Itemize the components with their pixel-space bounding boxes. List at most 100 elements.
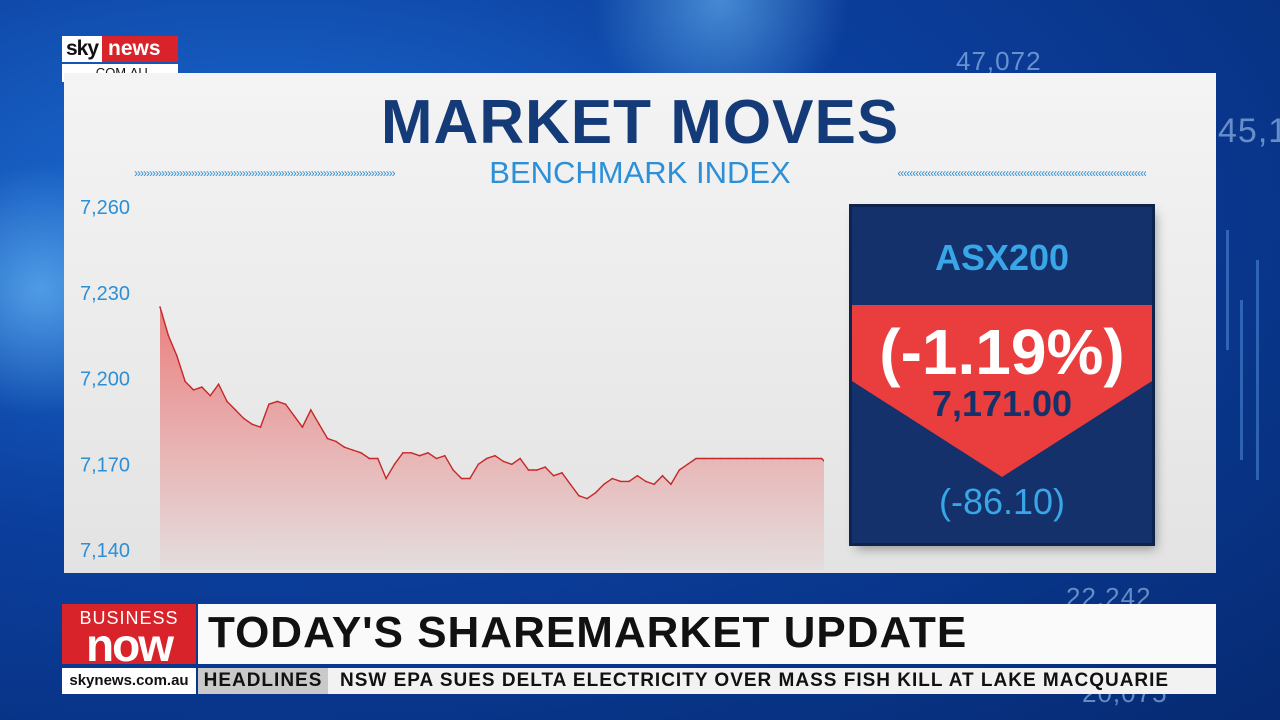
market-moves-panel: MARKET MOVES ›››››››››››››››››››››››››››… — [64, 73, 1216, 573]
data-point — [444, 454, 446, 457]
data-point — [804, 457, 806, 460]
data-point — [502, 460, 505, 463]
y-tick-label: 7,140 — [80, 540, 130, 562]
data-point — [703, 457, 706, 460]
data-point — [318, 423, 320, 425]
data-point — [293, 414, 295, 417]
data-point — [427, 452, 429, 454]
ticker-label: HEADLINES — [198, 668, 328, 694]
asx200-box: ASX200 (-1.19%) 7,171.00 (-86.10) — [852, 207, 1152, 543]
data-point — [586, 497, 588, 500]
data-point — [494, 454, 496, 457]
data-point — [335, 440, 337, 443]
chevron-left-icon: ‹‹‹‹‹‹‹‹‹‹‹‹‹‹‹‹‹‹‹‹‹‹‹‹‹‹‹‹‹‹‹‹‹‹‹‹‹‹‹‹… — [897, 166, 1146, 180]
data-point — [728, 457, 731, 460]
data-point — [209, 394, 212, 397]
data-point — [745, 457, 748, 460]
panel-title: MARKET MOVES — [380, 88, 900, 157]
subtitle-row: ››››››››››››››››››››››››››››››››››››››››… — [134, 155, 1146, 191]
data-point — [661, 474, 664, 477]
data-point — [737, 457, 739, 460]
data-point — [720, 457, 722, 460]
data-point — [678, 469, 681, 471]
data-point — [670, 483, 672, 486]
data-point — [645, 480, 647, 483]
y-tick-label: 7,230 — [80, 283, 130, 305]
data-point — [611, 477, 614, 480]
data-point — [435, 457, 438, 460]
data-point — [686, 463, 689, 466]
ticker-text: NSW EPA SUES DELTA ELECTRICITY OVER MASS… — [340, 670, 1170, 691]
data-point — [393, 463, 396, 466]
data-point — [268, 403, 270, 405]
data-point — [234, 409, 237, 411]
data-point — [167, 334, 170, 337]
data-point — [594, 492, 597, 494]
data-point — [603, 483, 605, 486]
data-point — [385, 477, 387, 480]
chevron-right-icon: ››››››››››››››››››››››››››››››››››››››››… — [134, 166, 396, 180]
data-point — [695, 457, 697, 460]
data-point — [561, 472, 563, 474]
asx-name: ASX200 — [934, 237, 1070, 278]
data-point — [519, 457, 521, 460]
asx-change: (-86.10) — [938, 481, 1066, 522]
data-point — [351, 449, 354, 451]
asx-percent: (-1.19%) — [879, 316, 1125, 388]
data-point — [619, 480, 622, 483]
data-point — [569, 483, 572, 486]
data-point — [251, 423, 253, 425]
data-point — [820, 457, 823, 460]
series-area — [160, 307, 824, 570]
background-number: 47,072 — [956, 46, 1042, 76]
background-bar — [1256, 260, 1259, 480]
data-point — [787, 457, 789, 460]
site-url: skynews.com.au — [62, 668, 196, 694]
data-point — [779, 457, 781, 460]
data-point — [812, 457, 815, 460]
data-point — [159, 306, 161, 308]
index-chart: 7,260 7,230 7,200 7,170 7,140 — [80, 197, 824, 570]
data-point — [176, 354, 178, 357]
data-point — [770, 457, 773, 460]
data-point — [301, 426, 304, 428]
data-point — [259, 426, 262, 428]
data-point — [377, 457, 379, 460]
data-point — [628, 480, 630, 483]
data-point — [753, 457, 756, 460]
data-point — [192, 389, 195, 391]
ticker-bar: HEADLINES NSW EPA SUES DELTA ELECTRICITY… — [198, 668, 1216, 694]
data-point — [276, 400, 279, 403]
asx-value: 7,171.00 — [931, 383, 1073, 424]
data-point — [184, 380, 186, 383]
logo-news: news — [102, 36, 178, 62]
y-tick-label: 7,170 — [80, 454, 130, 476]
data-point — [460, 477, 463, 480]
down-arrow-icon — [852, 305, 1152, 477]
background-bar — [1226, 230, 1229, 350]
data-point — [226, 400, 228, 403]
data-point — [653, 483, 655, 486]
panel-subtitle: BENCHMARK INDEX — [489, 155, 791, 190]
data-point — [243, 417, 245, 420]
data-point — [201, 386, 203, 388]
business-now-logo: BUSINESS now — [62, 604, 196, 664]
headline-text: TODAY'S SHAREMARKET UPDATE — [208, 608, 968, 657]
business-label: BUSINESS — [79, 608, 179, 628]
data-point — [527, 469, 530, 471]
data-point — [712, 457, 714, 460]
y-tick-label: 7,200 — [80, 369, 130, 391]
data-point — [536, 469, 538, 471]
data-point — [326, 437, 329, 440]
data-point — [578, 494, 580, 497]
now-label: now — [86, 619, 174, 664]
data-point — [452, 469, 454, 471]
data-point — [410, 452, 413, 454]
data-point — [762, 457, 764, 460]
data-point — [477, 463, 480, 466]
data-point — [360, 452, 362, 454]
background-bar — [1240, 300, 1243, 460]
data-point — [485, 457, 488, 460]
data-point — [795, 457, 798, 460]
data-point — [552, 474, 555, 477]
